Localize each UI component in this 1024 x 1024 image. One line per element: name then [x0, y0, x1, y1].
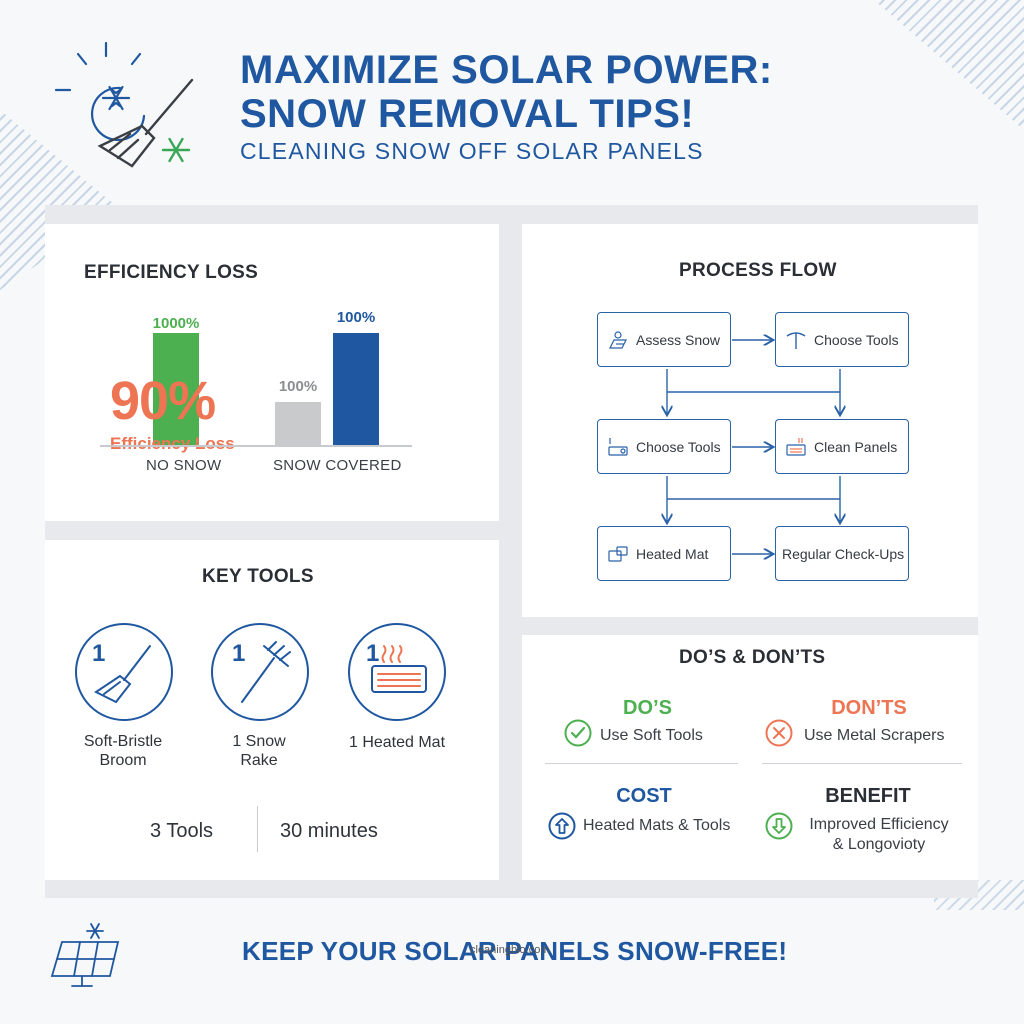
donts-item: Use Metal Scrapers: [804, 727, 945, 744]
stat-tools-count: 3 Tools: [150, 820, 214, 842]
divider-right: [762, 763, 962, 764]
flow-node-choose-tools-2: Choose Tools: [597, 419, 731, 474]
title-line-1: MAXIMIZE SOLAR POWER:: [240, 48, 773, 92]
heated-mat-icon: [371, 645, 427, 693]
tool-label-line: Rake: [240, 752, 278, 769]
flow-node-label: Heated Mat: [636, 545, 709, 562]
rake-icon: [786, 331, 806, 349]
stat-time: 30 minutes: [280, 820, 378, 842]
donts-heading: DON’TS: [831, 697, 907, 719]
category-no-snow: NO SNOW: [146, 457, 222, 474]
flow-node-label: Regular Check-Ups: [782, 545, 905, 562]
tools-icon: [608, 437, 628, 456]
flow-node-label: Assess Snow: [636, 331, 721, 348]
tool-label-line: 1 Snow: [232, 733, 286, 750]
solar-panel-snowflake-icon: [50, 923, 120, 987]
tool-label-line: Broom: [99, 752, 147, 769]
efficiency-bar-label-3: 100%: [336, 309, 376, 326]
tool-broom-circle: [75, 623, 173, 721]
efficiency-loss-value: 90%: [110, 371, 216, 431]
cost-item: Heated Mats & Tools: [583, 817, 731, 834]
flow-node-choose-tools: Choose Tools: [775, 312, 909, 367]
page-title: MAXIMIZE SOLAR POWER: SNOW REMOVAL TIPS!: [240, 48, 773, 136]
efficiency-bar-label-2: 100%: [278, 378, 318, 395]
page-subtitle: CLEANING SNOW OFF SOLAR PANELS: [240, 138, 704, 164]
cost-heading: COST: [616, 785, 672, 807]
tool-label-line: Soft-Bristle: [83, 733, 163, 750]
efficiency-bar-label-1: 1000%: [152, 315, 200, 332]
flow-node-heated-mat: Heated Mat: [597, 526, 731, 581]
footer-slogan: KEEP YOUR SOLAR PANELS SNOW-FREE!: [242, 936, 788, 966]
watermark: cleaningbio.com: [470, 944, 550, 956]
heated-mat-icon: [786, 437, 806, 456]
check-circle-icon: [564, 719, 592, 747]
benefit-item: Improved Efficiency & Longovioty: [803, 815, 955, 855]
tool-heated-mat-circle: [348, 623, 446, 721]
rake-icon: [241, 641, 291, 703]
x-circle-icon: [765, 719, 793, 747]
efficiency-loss-caption: Efficiency Loss: [110, 434, 235, 453]
process-flow-title: PROCESS FLOW: [679, 260, 837, 281]
tool-count: 1: [232, 640, 246, 667]
dos-donts-panel: [522, 635, 978, 880]
flow-node-label: Choose Tools: [636, 438, 721, 455]
tool-rake-label: 1 Snow Rake: [198, 732, 320, 770]
arrow-down-circle-icon: [765, 812, 793, 840]
process-flow-connectors: [522, 224, 978, 617]
tool-rake-circle: [211, 623, 309, 721]
flow-node-regular-check-ups: Regular Check-Ups: [775, 526, 909, 581]
efficiency-bar-3: [333, 333, 379, 445]
flow-node-clean-panels: Clean Panels: [775, 419, 909, 474]
key-tools-title: KEY TOOLS: [202, 566, 314, 587]
title-line-2: SNOW REMOVAL TIPS!: [240, 92, 695, 136]
flow-node-label: Choose Tools: [814, 331, 899, 348]
efficiency-bar-2: [275, 402, 321, 445]
flow-node-label: Clean Panels: [814, 438, 898, 455]
benefit-line: & Longovioty: [832, 836, 926, 853]
benefit-heading: BENEFIT: [825, 785, 911, 807]
efficiency-bar-1: [153, 333, 199, 445]
broom-icon: [94, 645, 151, 704]
sun-panel-icon: [609, 330, 627, 349]
dos-donts-title: DO’S & DON’TS: [679, 647, 826, 668]
mat-icon: [608, 545, 628, 562]
tool-broom-label: Soft-Bristle Broom: [62, 732, 184, 770]
tool-label-line: 1 Heated Mat: [348, 734, 446, 751]
arrow-up-circle-icon: [548, 812, 576, 840]
chart-axis: [100, 445, 412, 447]
divider-left: [545, 763, 738, 764]
tool-heated-mat-label: 1 Heated Mat: [334, 733, 460, 752]
tool-count: 1: [366, 640, 380, 667]
tool-count: 1: [92, 640, 106, 667]
snow-broom-icon: [54, 41, 194, 168]
stat-divider: [257, 806, 258, 852]
dos-heading: DO’S: [623, 697, 672, 719]
dos-item: Use Soft Tools: [600, 727, 703, 744]
benefit-line: Improved Efficiency: [809, 816, 949, 833]
flow-node-assess-snow: Assess Snow: [597, 312, 731, 367]
category-snow-covered: SNOW COVERED: [273, 457, 402, 474]
efficiency-loss-title: EFFICIENCY LOSS: [84, 262, 259, 283]
decorative-hatch-top-right: [874, 0, 1024, 130]
efficiency-loss-panel: [45, 224, 499, 521]
